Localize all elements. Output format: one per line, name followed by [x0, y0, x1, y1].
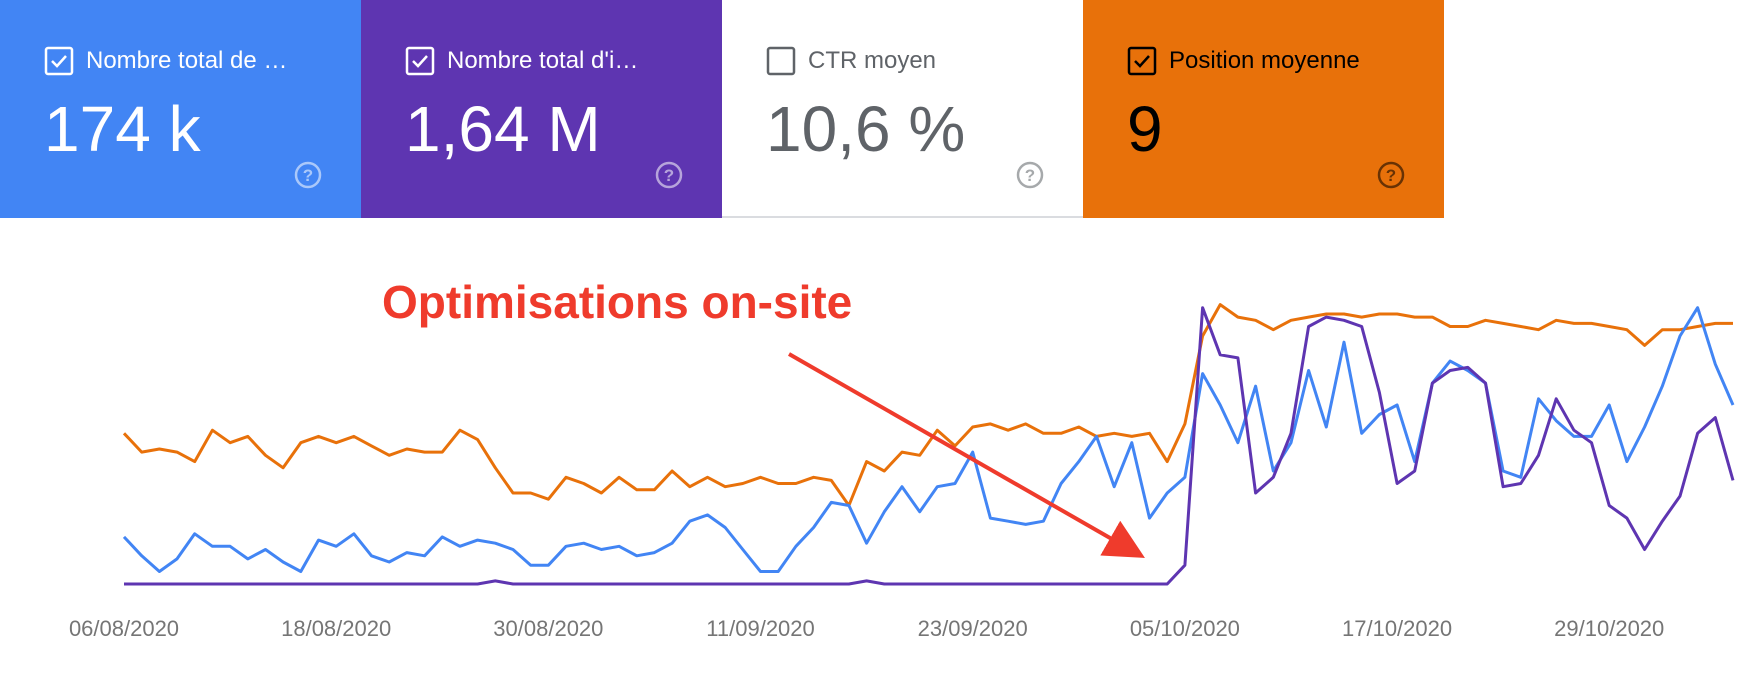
- x-tick-label: 18/08/2020: [281, 616, 391, 641]
- help-icon[interactable]: ?: [293, 160, 323, 190]
- series-line: [124, 306, 1735, 586]
- card-label: Position moyenne: [1169, 47, 1360, 74]
- x-tick-label: 23/09/2020: [918, 616, 1028, 641]
- help-icon[interactable]: ?: [1376, 160, 1406, 190]
- card-label: Nombre total d'i…: [447, 47, 639, 74]
- svg-text:?: ?: [1386, 166, 1396, 185]
- chart: 06/08/2020 18/08/2020 30/08/2020 11/09/2020…: [69, 276, 1735, 641]
- help-icon[interactable]: ?: [1015, 160, 1045, 190]
- svg-text:?: ?: [1025, 166, 1035, 185]
- card-value: 9: [1127, 93, 1163, 165]
- series-line: [122, 306, 1735, 573]
- x-tick-label: 17/10/2020: [1342, 616, 1452, 641]
- help-icon[interactable]: ?: [654, 160, 684, 190]
- annotation-arrow: [788, 352, 1145, 558]
- checkbox[interactable]: [44, 46, 74, 76]
- metric-card[interactable]: Position moyenne 9?: [1083, 0, 1444, 218]
- svg-text:?: ?: [303, 166, 313, 185]
- card-value: 10,6 %: [766, 93, 966, 165]
- series-line: [122, 303, 1733, 507]
- x-tick-label: 11/09/2020: [706, 616, 814, 641]
- card-value: 174 k: [44, 93, 201, 165]
- card-label: Nombre total de …: [86, 47, 288, 74]
- checkbox[interactable]: [405, 46, 435, 76]
- metric-card[interactable]: Nombre total d'i… 1,64 M?: [361, 0, 722, 218]
- metric-card[interactable]: Nombre total de … 174 k?: [0, 0, 361, 218]
- annotation: Optimisations on-site: [382, 276, 852, 328]
- checkbox[interactable]: [1127, 46, 1157, 76]
- metric-card[interactable]: CTR moyen 10,6 %?: [722, 0, 1083, 218]
- x-tick-label: 30/08/2020: [493, 616, 603, 641]
- x-tick-label: 06/08/2020: [69, 616, 179, 641]
- metric-cards: Nombre total de … 174 k? Nombre total d'i……: [0, 0, 1444, 218]
- checkbox[interactable]: [766, 46, 796, 76]
- svg-text:?: ?: [664, 166, 674, 185]
- x-tick-label: 05/10/2020: [1130, 616, 1240, 641]
- x-tick-label: 29/10/2020: [1554, 616, 1664, 641]
- card-label: CTR moyen: [808, 47, 937, 74]
- card-value: 1,64 M: [405, 93, 601, 165]
